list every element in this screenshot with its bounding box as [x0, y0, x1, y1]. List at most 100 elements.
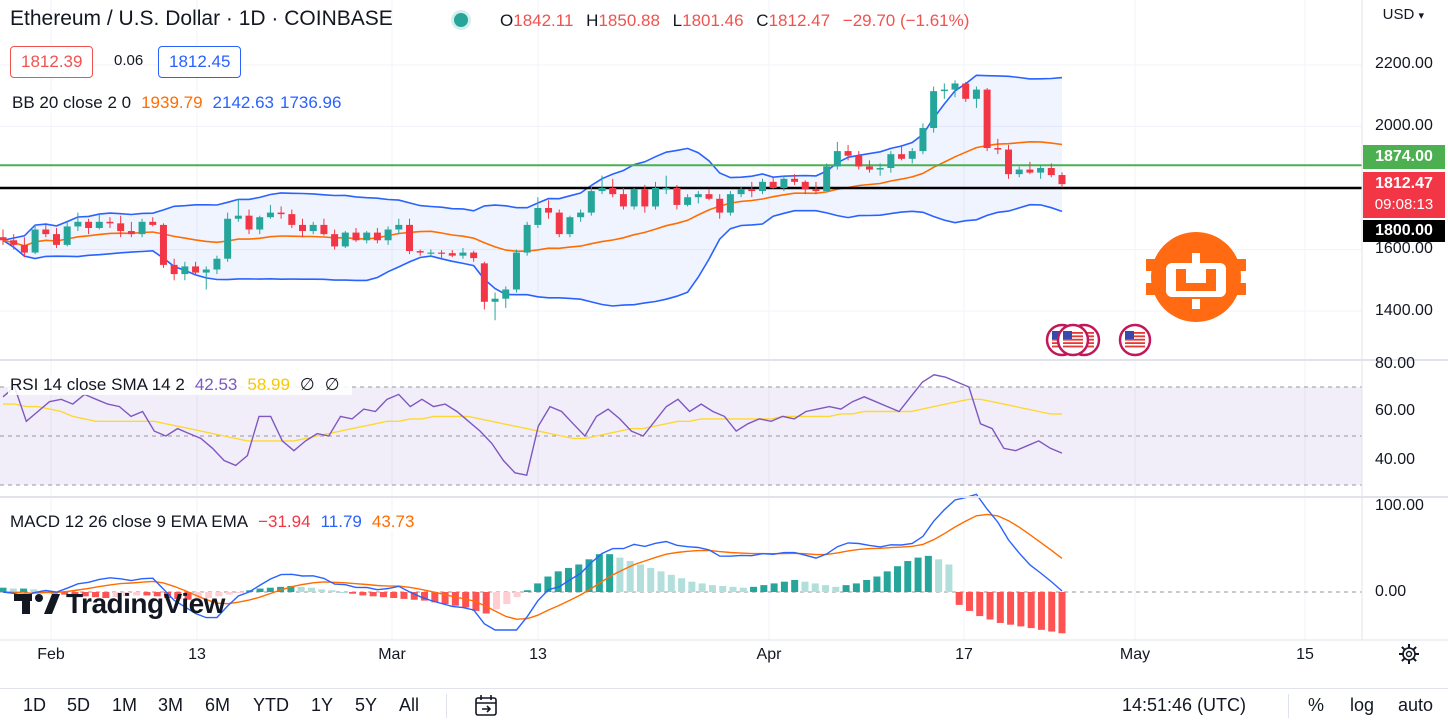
time-axis-label: 15: [1296, 646, 1314, 663]
flag-canton: [1052, 331, 1061, 339]
symbol-title[interactable]: Ethereum / U.S. Dollar · 1D · COINBASE: [10, 7, 393, 30]
utc-clock[interactable]: 14:51:46 (UTC): [1122, 695, 1247, 715]
bb-name: BB 20 close 2 0: [12, 93, 132, 112]
percent-scale-toggle[interactable]: %: [1308, 695, 1325, 715]
macd-histogram-bar: [1017, 592, 1025, 627]
macd-histogram-bar: [760, 585, 768, 592]
bar-countdown: 09:08:13: [1374, 196, 1434, 213]
sell-price-button[interactable]: 1812.39: [10, 46, 94, 78]
macd-histogram-bar: [811, 583, 819, 592]
change-value: −29.70 (−1.61%): [842, 11, 970, 30]
candle-body: [234, 215, 242, 219]
bollinger-band-area: [3, 75, 1062, 306]
range-button-3m[interactable]: 3M: [158, 695, 184, 715]
candle-body: [780, 178, 788, 188]
candle-body: [705, 194, 713, 199]
range-button-all[interactable]: All: [399, 695, 420, 715]
price-axis-label: 1600.00: [1375, 240, 1433, 257]
pane-dividers[interactable]: [0, 0, 1448, 641]
candle-body: [245, 215, 253, 230]
gear-icon[interactable]: [1398, 643, 1420, 665]
auto-scale-toggle[interactable]: auto: [1398, 695, 1434, 715]
candle-body: [844, 151, 852, 156]
logo-tooth: [1234, 283, 1246, 295]
flag-stripe: [1125, 332, 1145, 334]
macd-histogram-bar: [554, 571, 562, 592]
candle-body: [202, 269, 210, 273]
candle-body: [138, 221, 146, 235]
rsi-pane[interactable]: [0, 374, 1362, 486]
calendar-goto-icon[interactable]: [473, 693, 499, 719]
flag-stripe: [1063, 335, 1083, 338]
candle-body: [801, 181, 809, 190]
macd-histogram-bar: [924, 555, 932, 592]
candle-body: [127, 231, 135, 235]
range-button-ytd[interactable]: YTD: [253, 695, 289, 715]
macd-histogram-bar: [801, 581, 809, 592]
range-button-1y[interactable]: 1Y: [311, 695, 334, 715]
rsi-extra-1: ∅: [299, 375, 315, 394]
time-axis-label: Feb: [37, 646, 65, 663]
candle-body: [641, 189, 649, 207]
candle-body: [737, 189, 745, 195]
last-price-tag[interactable]: 1812.47 09:08:13: [1363, 172, 1445, 218]
macd-legend[interactable]: MACD 12 26 close 9 EMA EMA −31.94 11.79 43.…: [8, 512, 427, 532]
candle-body: [577, 212, 585, 218]
event-badges[interactable]: [1045, 323, 1152, 357]
macd-histogram-bar: [421, 592, 429, 601]
macd-histogram-bar: [30, 589, 38, 592]
rsi-legend[interactable]: RSI 14 close SMA 14 2 42.53 58.99 ∅ ∅: [8, 375, 352, 395]
black-line-tag[interactable]: 1800.00: [1363, 220, 1445, 242]
range-button-1d[interactable]: 1D: [23, 695, 47, 715]
green-line-tag[interactable]: 1874.00: [1363, 145, 1445, 169]
currency-selector[interactable]: USD ▾: [1383, 6, 1424, 23]
macd-histogram-bar: [852, 583, 860, 592]
rsi-sma-value: 58.99: [247, 375, 290, 394]
range-button-6m[interactable]: 6M: [205, 695, 231, 715]
candle-body: [823, 166, 831, 192]
macd-histogram-bar: [164, 592, 172, 599]
candle-body: [972, 89, 980, 99]
macd-name: MACD 12 26 close 9 EMA EMA: [10, 512, 249, 531]
macd-histogram-bar: [965, 592, 973, 611]
candlestick-series[interactable]: [0, 80, 1066, 321]
last-price-value: 1812.47: [1375, 175, 1433, 192]
macd-histogram-bar: [945, 564, 953, 592]
bb-basis-line: [2, 140, 1063, 252]
candle-body: [427, 252, 435, 254]
low-key: L: [672, 11, 683, 30]
open-value: 1842.11: [513, 11, 574, 30]
candle-body: [983, 89, 991, 149]
macd-histogram-bar: [1058, 592, 1066, 634]
candle-body: [42, 229, 50, 235]
bb-legend[interactable]: BB 20 close 2 0 1939.79 2142.63 1736.96: [10, 93, 354, 113]
candle-body: [812, 189, 820, 192]
candle-body: [74, 221, 82, 227]
candle-body: [652, 188, 660, 207]
flag-stripe: [1125, 345, 1145, 348]
candle-body: [363, 232, 371, 241]
macd-pane[interactable]: [0, 493, 1362, 634]
buy-price-button[interactable]: 1812.45: [158, 46, 242, 78]
range-button-5y[interactable]: 5Y: [355, 695, 378, 715]
macd-histogram-bar: [225, 592, 233, 595]
rsi-value: 42.53: [194, 375, 238, 394]
chevron-down-icon: ▾: [1418, 10, 1424, 22]
high-value: 1850.88: [598, 11, 660, 30]
candle-body: [1058, 175, 1066, 185]
macd-histogram-bar: [708, 585, 716, 592]
spread-value: 0.06: [114, 52, 144, 69]
range-button-1m[interactable]: 1M: [112, 695, 138, 715]
toolbar-divider: [1288, 694, 1289, 718]
range-button-5d[interactable]: 5D: [67, 695, 91, 715]
candle-body: [930, 91, 938, 129]
price-axis-label: 2000.00: [1375, 117, 1433, 134]
macd-histogram-bar: [832, 586, 840, 592]
log-scale-toggle[interactable]: log: [1350, 695, 1375, 715]
candle-body: [256, 217, 264, 230]
macd-histogram-bar: [143, 592, 151, 596]
candle-body: [684, 197, 692, 205]
logo-tooth: [1234, 259, 1246, 271]
price-axis-label: 2200.00: [1375, 55, 1433, 72]
